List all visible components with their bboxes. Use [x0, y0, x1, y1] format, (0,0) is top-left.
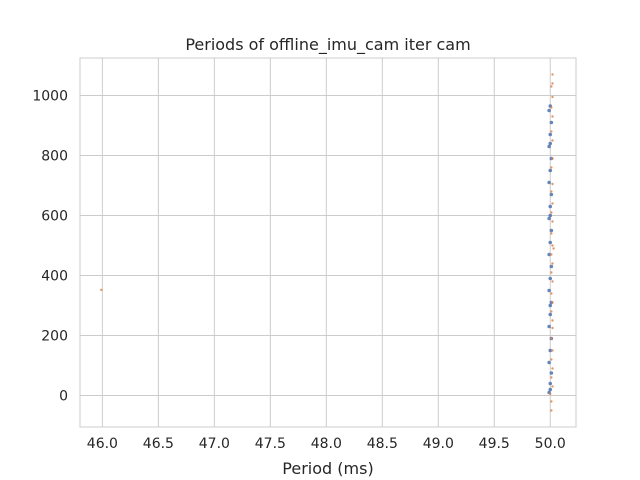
data-point	[551, 73, 554, 76]
plot-frame	[79, 57, 577, 428]
x-tick-label: 49.5	[479, 436, 510, 452]
data-point	[551, 82, 554, 85]
data-point	[547, 180, 551, 185]
data-point	[551, 220, 554, 223]
data-point	[547, 144, 551, 149]
data-point	[547, 360, 551, 365]
data-point	[551, 385, 554, 388]
data-point	[550, 310, 553, 313]
data-point	[551, 244, 554, 247]
chart-title: Periods of offline_imu_cam iter cam	[185, 35, 470, 55]
data-point	[547, 288, 551, 293]
data-point	[547, 108, 551, 113]
data-point	[548, 303, 553, 308]
y-tick-label: 400	[41, 269, 68, 285]
y-tick-label: 800	[41, 149, 68, 165]
data-point	[549, 228, 554, 233]
y-tick-label: 600	[41, 209, 68, 225]
data-point	[550, 409, 553, 412]
data-point	[551, 301, 554, 304]
data-point	[551, 319, 554, 322]
data-point	[550, 106, 553, 109]
x-tick-label: 48.5	[367, 436, 398, 452]
data-point	[551, 262, 554, 265]
grid	[80, 58, 576, 427]
data-point	[548, 213, 553, 218]
data-point	[551, 139, 554, 142]
x-tick-label: 46.5	[143, 436, 174, 452]
y-tick-label: 1000	[32, 89, 68, 105]
data-point	[547, 324, 551, 329]
data-point	[548, 204, 553, 209]
y-tick-label: 0	[59, 389, 68, 405]
x-tick-label: 47.5	[255, 436, 286, 452]
x-tick-label: 50.0	[535, 436, 566, 452]
data-point	[551, 157, 554, 160]
data-point	[548, 141, 553, 146]
data-point	[549, 120, 554, 125]
x-tick-label: 49.0	[423, 436, 454, 452]
series-1	[100, 73, 555, 412]
data-point	[547, 216, 551, 221]
data-point	[550, 85, 553, 88]
data-point	[551, 182, 554, 186]
data-point	[548, 132, 553, 137]
data-marks	[100, 73, 555, 412]
data-point	[548, 381, 553, 386]
data-point	[548, 387, 553, 392]
data-point	[550, 358, 553, 361]
data-point	[547, 252, 551, 257]
data-point	[549, 192, 554, 197]
plot-background	[80, 58, 576, 427]
data-point	[551, 95, 554, 99]
x-axis-label: Period (ms)	[282, 459, 373, 478]
data-point	[551, 202, 554, 205]
data-point	[551, 367, 554, 370]
data-point	[550, 292, 553, 295]
x-tick-label: 46.0	[87, 436, 118, 452]
y-tick-labels: 0 200 400 600 800 1000	[32, 89, 68, 405]
data-point	[550, 166, 553, 169]
data-point	[551, 326, 554, 330]
data-point	[550, 232, 553, 235]
data-point	[549, 392, 552, 396]
y-tick-label: 200	[41, 329, 68, 345]
data-point	[550, 271, 553, 274]
data-point	[551, 349, 554, 352]
data-point	[550, 376, 553, 379]
data-point	[550, 400, 553, 403]
data-point	[100, 288, 103, 292]
data-point	[550, 253, 553, 256]
x-tick-labels: 46.0 46.5 47.0 47.5 48.0 48.5 49.0 49.5 50.0	[87, 436, 566, 452]
data-point	[548, 348, 553, 353]
data-point	[548, 240, 553, 245]
x-tick-label: 48.0	[311, 436, 342, 452]
data-point	[550, 190, 553, 193]
x-tick-label: 47.0	[199, 436, 230, 452]
data-point	[549, 371, 554, 375]
data-point	[548, 276, 553, 281]
data-point	[548, 168, 553, 173]
series-0	[547, 104, 554, 395]
data-point	[552, 247, 555, 250]
data-point	[548, 312, 553, 317]
data-point	[549, 264, 554, 269]
data-point	[550, 337, 553, 340]
data-point	[551, 280, 554, 283]
data-point	[550, 130, 553, 133]
data-point	[551, 115, 554, 118]
data-point	[550, 211, 553, 214]
